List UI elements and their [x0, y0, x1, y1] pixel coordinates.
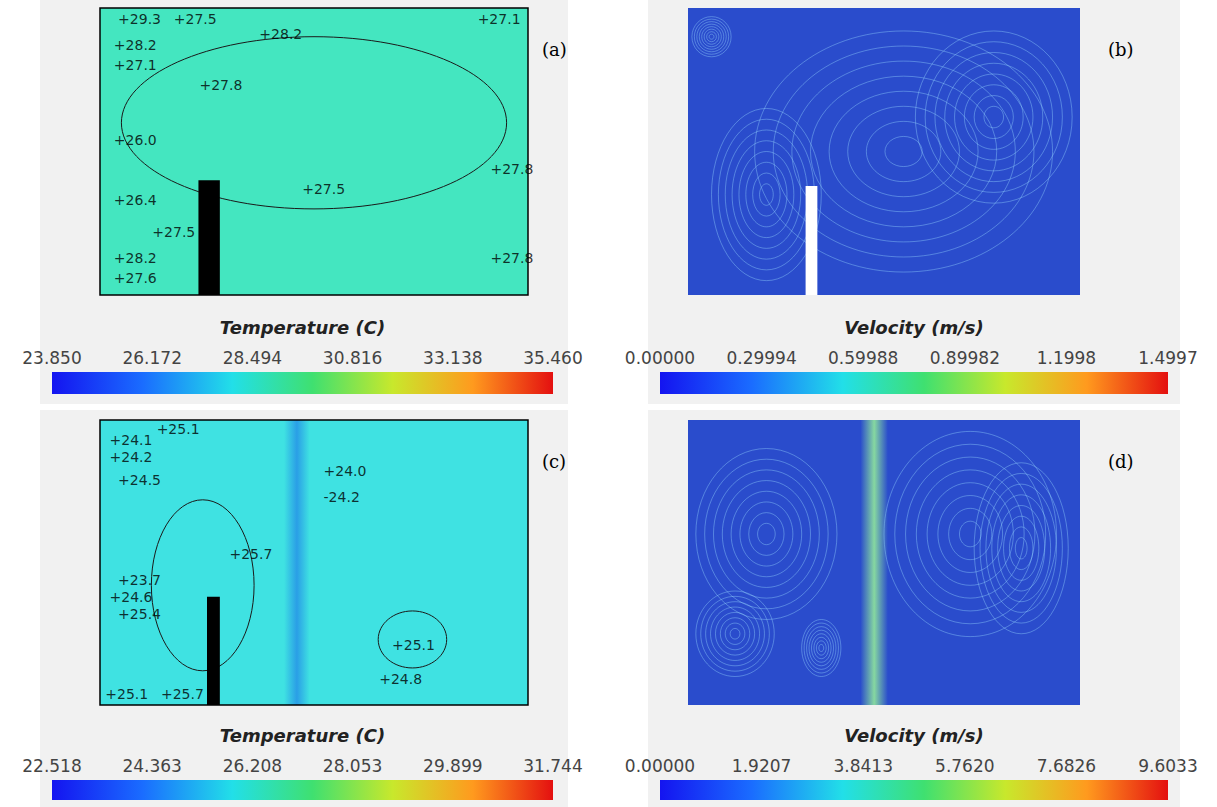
svg-text:+29.3: +29.3	[118, 11, 161, 27]
svg-text:30.816: 30.816	[323, 348, 382, 368]
svg-text:(b): (b)	[1108, 39, 1134, 60]
svg-text:+27.8: +27.8	[490, 161, 533, 177]
svg-text:7.6826: 7.6826	[1037, 756, 1096, 776]
svg-text:0.00000: 0.00000	[625, 756, 695, 776]
svg-text:22.518: 22.518	[22, 756, 81, 776]
svg-text:28.494: 28.494	[223, 348, 282, 368]
svg-text:1.4997: 1.4997	[1138, 348, 1197, 368]
svg-text:+24.6: +24.6	[110, 589, 153, 605]
svg-text:33.138: 33.138	[423, 348, 482, 368]
svg-text:+25.7: +25.7	[229, 546, 272, 562]
svg-text:+27.1: +27.1	[114, 57, 157, 73]
svg-text:+23.7: +23.7	[118, 572, 161, 588]
svg-text:26.172: 26.172	[122, 348, 181, 368]
svg-text:28.053: 28.053	[323, 756, 382, 776]
svg-text:+27.8: +27.8	[199, 77, 242, 93]
svg-text:1.1998: 1.1998	[1037, 348, 1096, 368]
svg-text:+24.8: +24.8	[379, 671, 422, 687]
svg-text:Velocity (m/s): Velocity (m/s)	[844, 725, 983, 746]
svg-text:+26.4: +26.4	[114, 192, 157, 208]
svg-text:24.363: 24.363	[122, 756, 181, 776]
svg-text:-24.2: -24.2	[324, 489, 360, 505]
svg-text:(c): (c)	[542, 451, 566, 472]
svg-text:(a): (a)	[542, 39, 567, 60]
svg-text:Temperature (C): Temperature (C)	[220, 725, 385, 746]
svg-text:+27.5: +27.5	[302, 181, 345, 197]
svg-text:+27.6: +27.6	[114, 270, 157, 286]
svg-text:23.850: 23.850	[22, 348, 81, 368]
svg-text:9.6033: 9.6033	[1138, 756, 1197, 776]
svg-text:+24.0: +24.0	[324, 463, 367, 479]
svg-text:+25.4: +25.4	[118, 606, 161, 622]
svg-text:+27.1: +27.1	[478, 11, 521, 27]
svg-text:35.460: 35.460	[523, 348, 582, 368]
svg-text:0.00000: 0.00000	[625, 348, 695, 368]
svg-text:0.29994: 0.29994	[726, 348, 796, 368]
svg-text:31.744: 31.744	[523, 756, 582, 776]
svg-text:+26.0: +26.0	[114, 132, 157, 148]
svg-text:+25.7: +25.7	[161, 686, 204, 702]
svg-text:0.59988: 0.59988	[828, 348, 898, 368]
svg-text:+27.8: +27.8	[490, 250, 533, 266]
svg-text:1.9207: 1.9207	[732, 756, 791, 776]
svg-text:3.8413: 3.8413	[833, 756, 892, 776]
svg-text:+28.2: +28.2	[114, 250, 157, 266]
svg-text:+24.5: +24.5	[118, 472, 161, 488]
svg-text:+25.1: +25.1	[392, 637, 435, 653]
svg-text:5.7620: 5.7620	[935, 756, 994, 776]
svg-text:Temperature (C): Temperature (C)	[220, 317, 385, 338]
svg-text:Velocity (m/s): Velocity (m/s)	[844, 317, 983, 338]
svg-text:(d): (d)	[1108, 451, 1134, 472]
svg-text:0.89982: 0.89982	[930, 348, 1000, 368]
svg-text:+28.2: +28.2	[114, 37, 157, 53]
svg-text:+25.1: +25.1	[105, 686, 148, 702]
svg-text:+24.2: +24.2	[110, 449, 153, 465]
svg-text:+25.1: +25.1	[157, 421, 200, 437]
svg-text:26.208: 26.208	[223, 756, 282, 776]
svg-text:+27.5: +27.5	[152, 224, 195, 240]
svg-text:29.899: 29.899	[423, 756, 482, 776]
svg-text:+24.1: +24.1	[110, 432, 153, 448]
svg-text:+28.2: +28.2	[259, 26, 302, 42]
svg-text:+27.5: +27.5	[174, 11, 217, 27]
